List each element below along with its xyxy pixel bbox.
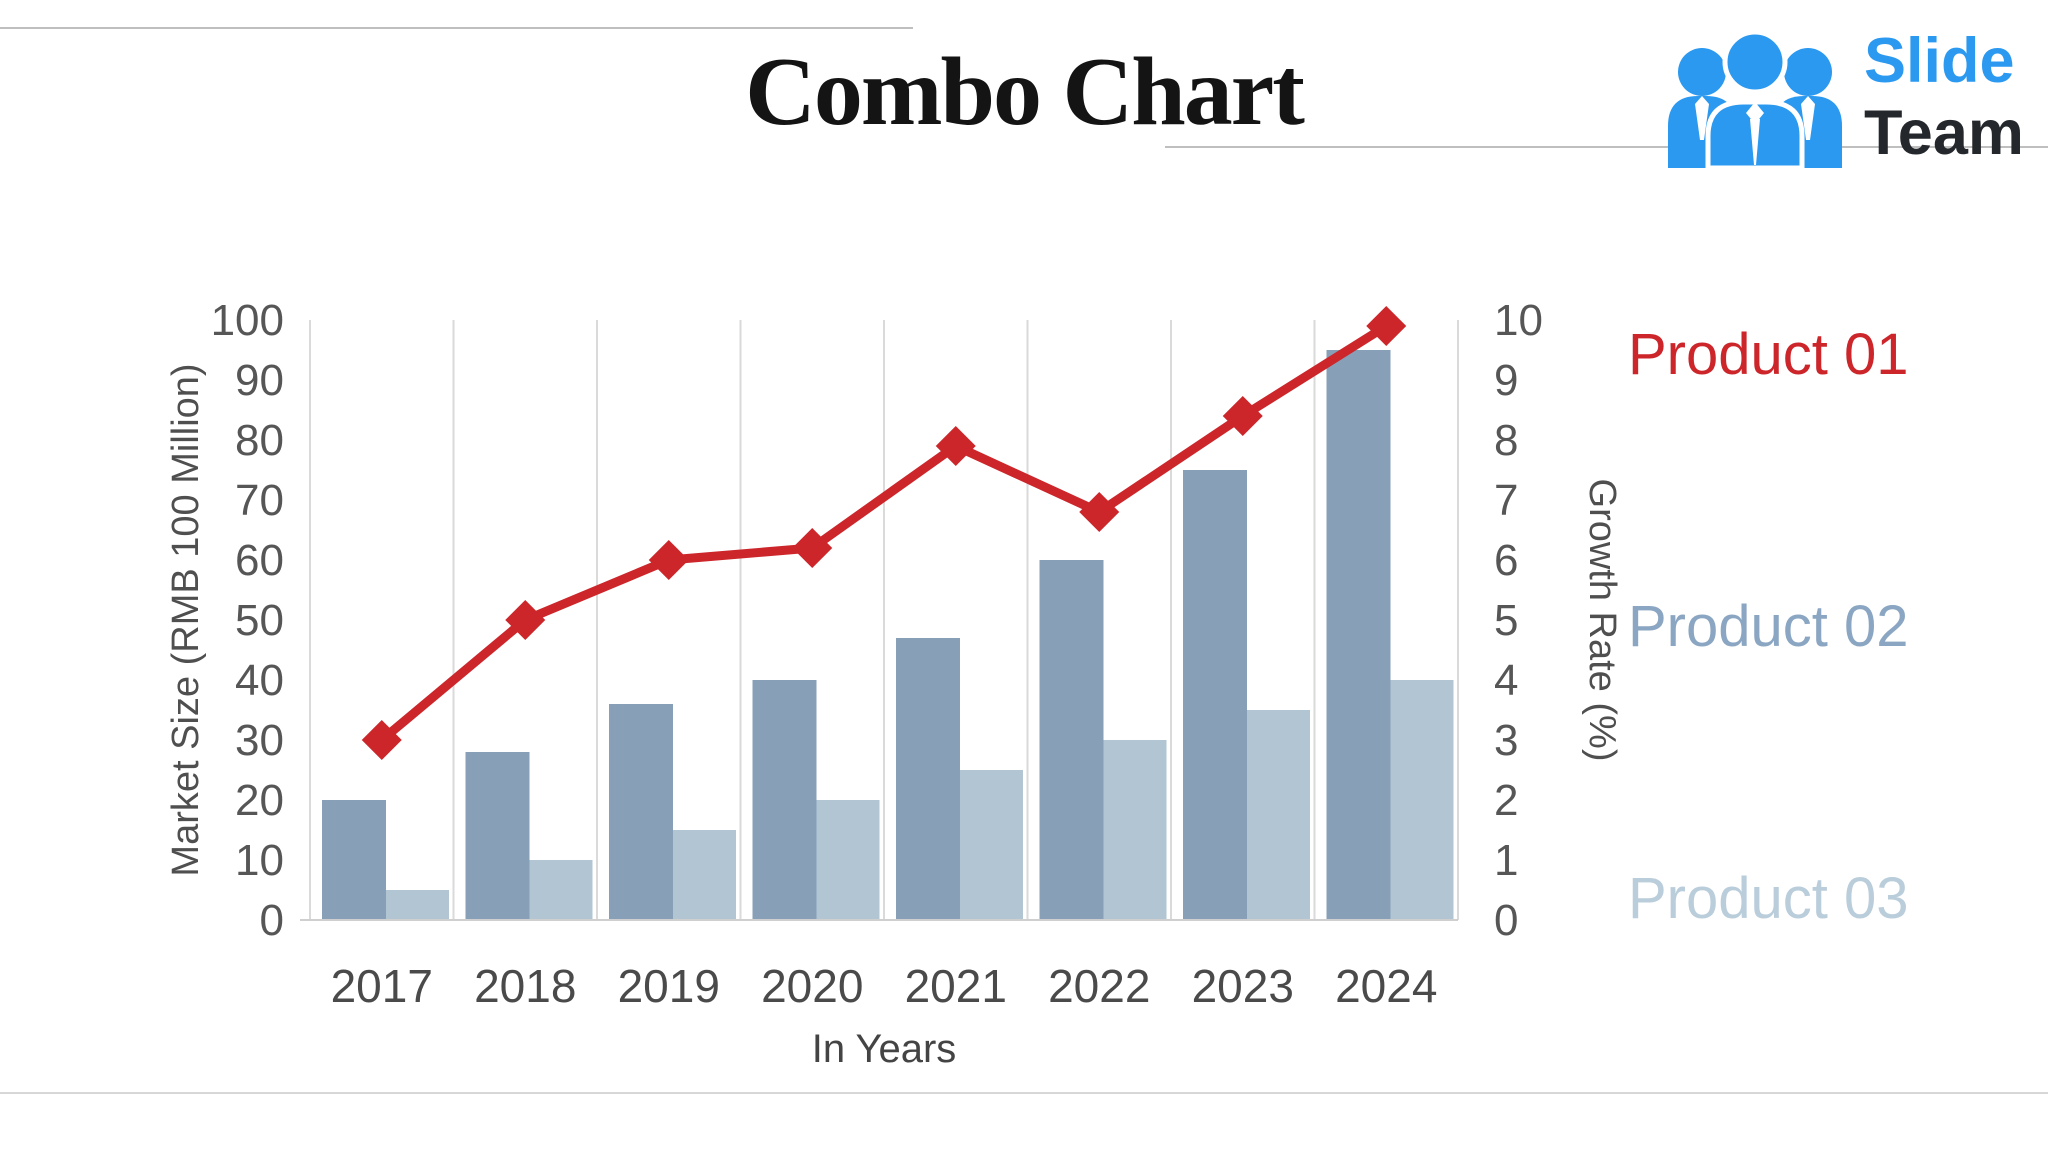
marker-diamond-2024 <box>1366 306 1407 346</box>
y-right-tick-label: 5 <box>1494 596 1518 645</box>
y-right-tick-label: 0 <box>1494 896 1518 945</box>
y-right-tick-label: 10 <box>1494 296 1543 345</box>
bar-product-02-2023 <box>1183 470 1247 920</box>
marker-diamond-2023 <box>1222 396 1263 436</box>
bottom-divider-line <box>0 1092 2048 1094</box>
top-divider-line <box>0 27 913 29</box>
y-left-tick-label: 80 <box>235 416 284 465</box>
logo-word-team: Team <box>1864 98 2024 168</box>
bar-product-03-2019 <box>673 830 736 920</box>
bar-product-03-2024 <box>1390 680 1454 920</box>
y-left-tick-label: 10 <box>235 836 284 885</box>
y-left-tick-label: 0 <box>260 896 284 945</box>
line-product-01 <box>377 321 1391 745</box>
y-right-tick-label: 4 <box>1494 656 1518 705</box>
slideteam-logo: Slide Team <box>1660 24 2040 174</box>
y-left-tick-label: 60 <box>235 536 284 585</box>
bar-product-03-2020 <box>816 800 880 920</box>
y-right-tick-label: 8 <box>1494 416 1518 465</box>
y-left-tick-label: 40 <box>235 656 284 705</box>
legend-item-product-02: Product 02 <box>1628 594 1909 659</box>
logo-word-slide: Slide <box>1864 26 2015 96</box>
x-tick-label: 2023 <box>1192 960 1294 1012</box>
legend-item-product-03: Product 03 <box>1628 866 1909 931</box>
bar-product-02-2021 <box>896 638 960 920</box>
y-right-tick-label: 9 <box>1494 356 1518 405</box>
y-left-tick-label: 50 <box>235 596 284 645</box>
bar-product-02-2024 <box>1326 350 1391 920</box>
y-left-tick-label: 100 <box>211 296 284 345</box>
bar-product-02-2022 <box>1039 560 1104 920</box>
x-tick-label: 2018 <box>474 960 576 1012</box>
bar-product-03-2022 <box>1103 740 1167 920</box>
page-title: Combo Chart <box>745 38 1305 146</box>
x-tick-label: 2017 <box>331 960 433 1012</box>
slideteam-wordmark: Slide Team <box>1864 30 2024 165</box>
y-left-tick-label: 30 <box>235 716 284 765</box>
x-tick-label: 2024 <box>1335 960 1437 1012</box>
y-right-tick-label: 1 <box>1494 836 1518 885</box>
x-axis-title: In Years <box>812 1027 957 1071</box>
y-left-tick-label: 90 <box>235 356 284 405</box>
marker-diamond-2021 <box>935 426 976 466</box>
y-right-tick-label: 3 <box>1494 716 1518 765</box>
x-tick-label: 2021 <box>905 960 1007 1012</box>
x-tick-label: 2020 <box>761 960 863 1012</box>
bar-product-03-2023 <box>1247 710 1310 920</box>
y-right-tick-label: 2 <box>1494 776 1518 825</box>
marker-diamond-2019 <box>648 540 689 580</box>
bar-product-03-2018 <box>529 860 593 920</box>
y-left-tick-label: 20 <box>235 776 284 825</box>
y-right-axis-title: Growth Rate (%) <box>1581 479 1623 762</box>
team-people-icon <box>1668 29 1842 168</box>
x-tick-label: 2022 <box>1048 960 1150 1012</box>
marker-diamond-2017 <box>361 720 402 760</box>
legend-item-product-01: Product 01 <box>1628 322 1909 387</box>
marker-diamond-2020 <box>792 528 833 568</box>
bar-product-03-2021 <box>960 770 1023 920</box>
x-tick-label: 2019 <box>618 960 720 1012</box>
y-left-tick-label: 70 <box>235 476 284 525</box>
bar-product-02-2020 <box>752 680 817 920</box>
bar-product-02-2019 <box>609 704 673 920</box>
y-left-axis-title: Market Size (RMB 100 Million) <box>165 363 207 876</box>
marker-diamond-2018 <box>505 600 546 640</box>
bar-product-02-2017 <box>322 800 386 920</box>
title-underline <box>1165 146 2048 148</box>
y-right-tick-label: 7 <box>1494 476 1518 525</box>
bar-product-03-2017 <box>386 890 449 920</box>
y-right-tick-label: 6 <box>1494 536 1518 585</box>
marker-diamond-2022 <box>1079 492 1120 532</box>
bar-product-02-2018 <box>465 752 530 920</box>
